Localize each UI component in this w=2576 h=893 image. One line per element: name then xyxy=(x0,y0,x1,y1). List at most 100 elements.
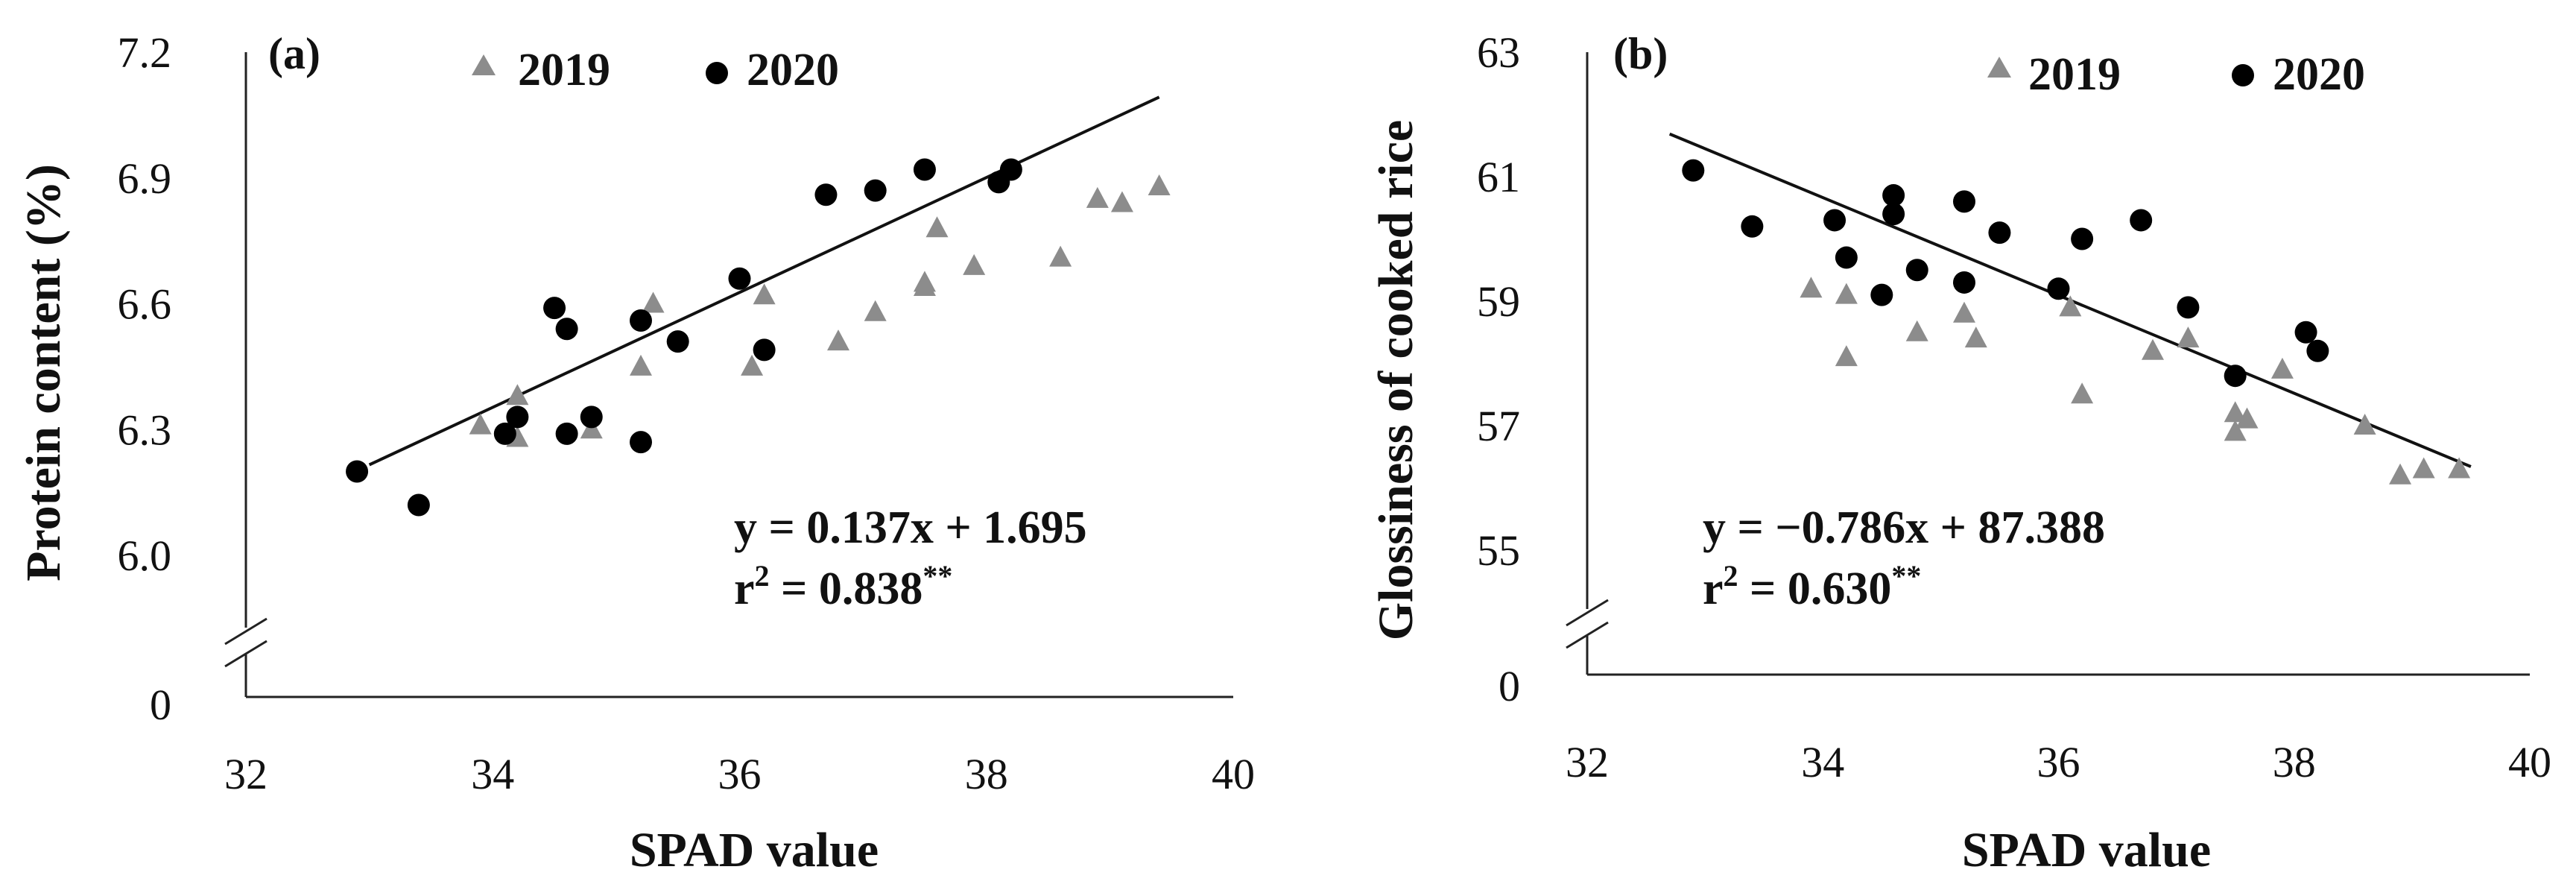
panel-b-point-2020 xyxy=(2177,296,2200,319)
panel-a-point-2019 xyxy=(913,271,936,292)
panel-a-point-2019 xyxy=(827,329,849,351)
panel-a-y-tick-label: 6.3 xyxy=(118,406,172,454)
panel-b-r-squared: r2 = 0.630** xyxy=(1703,559,1921,614)
panel-a-point-2020 xyxy=(864,179,887,202)
panel-a-point-2019 xyxy=(1148,174,1171,195)
legend-2020-label: 2020 xyxy=(747,45,839,95)
panel-a-point-2020 xyxy=(728,267,751,290)
panel-b-point-2019 xyxy=(2270,357,2294,379)
panel-a-y-tick-label: 7.2 xyxy=(118,28,172,77)
panel-b-label: (b) xyxy=(1613,29,1668,78)
panel-b-axes: 55 57 59 61 63 0 32 34 36 38 40 xyxy=(1477,28,2551,786)
panel-b-y-axis-title: Glossiness of cooked rice xyxy=(1369,120,1423,640)
panel-b-point-2019 xyxy=(2224,420,2247,441)
legend-2019-label: 2019 xyxy=(518,45,610,95)
panel-b-point-2020 xyxy=(1882,184,1905,207)
panel-a-axis-break-mark xyxy=(224,617,268,646)
panel-a-x-tick-label: 36 xyxy=(718,750,762,798)
panel-a-point-2020 xyxy=(555,318,578,341)
panel-b-point-2020 xyxy=(2047,277,2070,300)
panel-a-point-2020 xyxy=(407,493,430,517)
panel-b-point-2020 xyxy=(1870,283,1893,306)
panel-b-point-2019 xyxy=(1800,277,1823,298)
panel-b-point-2020 xyxy=(1905,259,1928,282)
panel-a-point-2020 xyxy=(580,406,603,429)
panel-a-point-2019 xyxy=(1086,186,1109,208)
panel-b-point-2019 xyxy=(2235,407,2259,429)
panel-b-y-tick-label: 63 xyxy=(1477,28,1520,77)
panel-b-point-2019 xyxy=(2071,382,2094,404)
panel-a-label: (a) xyxy=(268,29,320,78)
panel-b-point-2020 xyxy=(1682,159,1705,182)
panel-b-x-tick-label: 36 xyxy=(2037,738,2080,786)
panel-a-point-2020 xyxy=(999,158,1022,181)
panel-b-point-2020 xyxy=(1953,271,1975,294)
panel-b-point-2020 xyxy=(1741,215,1764,238)
panel-b-point-2020 xyxy=(1988,221,2011,244)
panel-b-point-2020 xyxy=(2130,209,2153,232)
panel-b-x-tick-label: 38 xyxy=(2273,738,2316,786)
panel-b-point-2020 xyxy=(2071,227,2094,250)
panel-b-x-axis-title: SPAD value xyxy=(1962,823,2211,877)
panel-a-point-2019 xyxy=(469,413,492,435)
panel-b-point-2020 xyxy=(2294,321,2317,344)
panel-b-glossiness-chart: 55 57 59 61 63 0 32 34 36 38 40 (b) 2019 2020 y = … xyxy=(1369,28,2551,877)
panel-a-point-2019 xyxy=(1110,191,1133,212)
panel-a-point-2019 xyxy=(753,283,776,305)
panel-a-x-tick-label: 32 xyxy=(224,750,268,798)
panel-a-y-tick-label: 6.6 xyxy=(118,280,172,329)
panel-a-legend: 2019 2020 xyxy=(472,45,839,95)
panel-a-y-tick-label-zero: 0 xyxy=(150,681,171,729)
panel-b-point-2019 xyxy=(1964,326,1987,348)
panel-b-y-tick-label: 55 xyxy=(1477,526,1520,575)
panel-a-point-2020 xyxy=(543,297,566,320)
panel-a-point-2019 xyxy=(741,354,764,376)
panel-a-point-2019 xyxy=(630,354,652,376)
panel-b-regression-equation: y = −0.786x + 87.388 xyxy=(1703,502,2105,553)
panel-b-point-2019 xyxy=(2412,457,2435,479)
panel-a-point-2019 xyxy=(1049,245,1072,267)
panel-b-point-2020 xyxy=(1823,209,1846,232)
panel-b-point-2019 xyxy=(1835,345,1858,367)
panel-b-point-2019 xyxy=(2389,463,2412,485)
legend-2019-triangle-icon xyxy=(472,54,496,75)
panel-b-point-2020 xyxy=(1835,246,1858,269)
panel-a-point-2020 xyxy=(506,406,529,429)
panel-a-x-axis-title: SPAD value xyxy=(630,823,879,877)
panel-a-point-2020 xyxy=(666,330,689,353)
panel-b-point-2019 xyxy=(2448,457,2471,479)
panel-b-axis-break-mark xyxy=(1566,599,1609,627)
panel-a-regression-line xyxy=(368,95,1160,467)
panel-a-point-2020 xyxy=(493,422,516,445)
panel-a-point-2020 xyxy=(753,338,776,362)
panel-b-y-tick-label: 61 xyxy=(1477,153,1520,201)
legend-2020-circle-icon xyxy=(2232,64,2254,86)
panel-a-regression-equation: y = 0.137x + 1.695 xyxy=(734,502,1087,553)
panel-b-point-2019 xyxy=(2353,414,2376,435)
panel-b-point-2020 xyxy=(2224,365,2247,388)
panel-b-point-2020 xyxy=(1882,203,1905,226)
panel-b-point-2020 xyxy=(1953,190,1975,213)
panel-b-y-tick-label: 57 xyxy=(1477,402,1520,450)
panel-b-point-2019 xyxy=(1835,283,1858,304)
panel-a-x-tick-label: 40 xyxy=(1212,750,1255,798)
panel-a-y-tick-label: 6.0 xyxy=(118,531,172,580)
panel-b-point-2019 xyxy=(2059,295,2082,317)
panel-a-point-2019 xyxy=(925,216,949,238)
panel-b-legend: 2019 2020 xyxy=(1987,49,2365,100)
panel-a-axis-break-mark xyxy=(224,640,268,668)
panel-a-point-2020 xyxy=(814,183,838,206)
panel-a-x-tick-label: 38 xyxy=(965,750,1008,798)
panel-a-y-tick-label: 6.9 xyxy=(118,154,172,203)
panel-b-x-tick-label: 32 xyxy=(1566,738,1609,786)
legend-2020-circle-icon xyxy=(706,62,728,84)
legend-2019-triangle-icon xyxy=(1987,57,2011,78)
legend-2020-label: 2020 xyxy=(2273,49,2365,100)
panel-b-x-tick-label: 40 xyxy=(2508,738,2551,786)
panel-a-x-tick-label: 34 xyxy=(471,750,514,798)
panel-a-axes: 6.0 6.3 6.6 6.9 7.2 0 32 34 36 38 40 xyxy=(118,28,1256,798)
panel-b-y-tick-label: 59 xyxy=(1477,277,1520,326)
panel-a-y-axis-title: Protein content (%) xyxy=(16,164,71,581)
panel-a-point-2020 xyxy=(630,431,652,454)
